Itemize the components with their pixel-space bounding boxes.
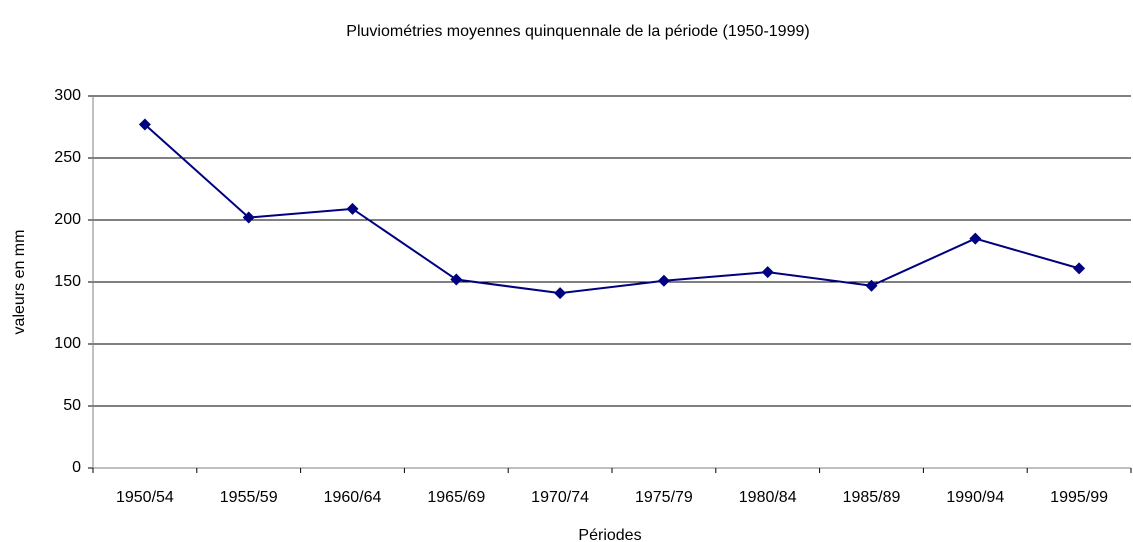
data-point (865, 279, 878, 292)
chart-title: Pluviométries moyennes quinquennale de l… (346, 23, 809, 40)
data-point (1073, 262, 1086, 275)
x-tick-label: 1980/84 (739, 489, 797, 506)
y-tick-label: 200 (54, 211, 81, 228)
data-point (242, 211, 255, 224)
data-point (761, 266, 774, 279)
y-tick-label: 50 (63, 397, 81, 414)
data-point (450, 273, 463, 286)
x-tick-label: 1970/74 (531, 489, 589, 506)
y-axis-title: valeurs en mm (11, 230, 28, 335)
x-tick-label: 1950/54 (116, 489, 174, 506)
data-point (554, 287, 567, 300)
data-point (657, 274, 670, 287)
series-line (144, 123, 1080, 295)
data-point (346, 202, 359, 215)
y-tick-label: 300 (54, 87, 81, 104)
x-tick-label: 1995/99 (1050, 489, 1108, 506)
x-axis-title: Périodes (578, 527, 641, 542)
x-tick-label: 1985/89 (843, 489, 901, 506)
x-tick-label: 1955/59 (220, 489, 278, 506)
y-tick-label: 150 (54, 273, 81, 290)
y-tick-label: 100 (54, 335, 81, 352)
y-tick-label: 0 (72, 459, 81, 476)
data-point (969, 232, 982, 245)
x-tick-label: 1965/69 (427, 489, 485, 506)
x-tick-label: 1960/64 (324, 489, 382, 506)
y-tick-label: 250 (54, 149, 81, 166)
x-tick-label: 1990/94 (946, 489, 1004, 506)
data-point (138, 118, 151, 131)
x-tick-label: 1975/79 (635, 489, 693, 506)
